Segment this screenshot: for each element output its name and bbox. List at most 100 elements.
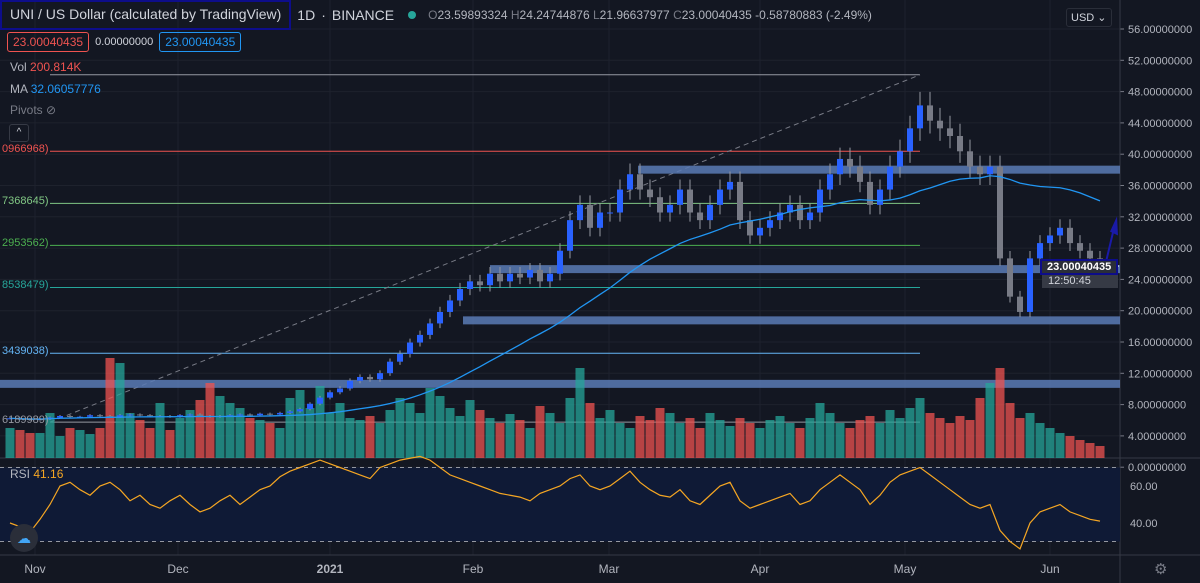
pivots-legend[interactable]: Pivots ⊘: [10, 103, 57, 117]
candle-body: [1017, 296, 1023, 312]
bar-countdown: 12:50:45: [1042, 275, 1118, 288]
volume-bar: [415, 413, 425, 458]
y-tick-label: 36.00000000: [1128, 181, 1192, 193]
volume-bar: [635, 416, 645, 458]
candle-body: [297, 409, 303, 412]
candle-body: [387, 361, 393, 374]
candle-body: [907, 128, 913, 152]
volume-bar: [365, 416, 375, 458]
volume-bar: [525, 428, 535, 458]
chevron-down-icon: ⌄: [1097, 12, 1107, 24]
candle-body: [467, 281, 473, 289]
volume-bar: [235, 408, 245, 458]
candle-body: [337, 388, 343, 393]
volume-bar: [195, 400, 205, 458]
currency-select[interactable]: USD ⌄: [1066, 8, 1112, 27]
candle-body: [567, 220, 573, 251]
volume-bar: [205, 383, 215, 458]
volume-bar: [955, 416, 965, 458]
spread: 0.00000000: [95, 36, 154, 48]
candle-body: [117, 415, 123, 417]
x-tick-label: Apr: [751, 562, 770, 576]
volume-bar: [385, 410, 395, 458]
volume-bar: [675, 423, 685, 458]
x-tick-label: 2021: [317, 562, 344, 576]
candle-body: [847, 158, 853, 167]
candle-body: [1007, 258, 1013, 297]
volume-bar: [85, 434, 95, 458]
candle-body: [1027, 258, 1033, 312]
candle-body: [877, 189, 883, 205]
volume-bar: [445, 408, 455, 458]
volume-bar: [585, 403, 595, 458]
y-tick-label: 12.00000000: [1128, 368, 1192, 380]
candle-body: [287, 411, 293, 413]
moving-average-line: [9, 175, 1101, 420]
candle-body: [557, 250, 563, 274]
volume-bar: [835, 423, 845, 458]
eye-hidden-icon[interactable]: ⊘: [46, 103, 57, 117]
volume-bar: [975, 398, 985, 458]
volume-bar: [155, 403, 165, 458]
candle-body: [257, 413, 263, 416]
volume-bar: [485, 418, 495, 458]
volume-bar: [55, 436, 65, 458]
buy-button[interactable]: 23.00040435: [159, 32, 242, 52]
candle-body: [347, 380, 353, 389]
volume-bar: [735, 418, 745, 458]
candle-body: [687, 189, 693, 213]
volume-bar: [965, 420, 975, 458]
volume-bar: [615, 423, 625, 458]
candle-body: [657, 197, 663, 213]
candle-body: [437, 311, 443, 324]
volume-bar: [995, 368, 1005, 458]
volume-bar: [825, 413, 835, 458]
collapse-legend-button[interactable]: ^: [9, 124, 29, 142]
candle-body: [617, 189, 623, 213]
volume-bar: [565, 398, 575, 458]
volume-bar: [1045, 428, 1055, 458]
candle-body: [367, 376, 373, 380]
ma-legend[interactable]: MA 32.06057776: [10, 82, 101, 96]
volume-bar: [895, 418, 905, 458]
interval[interactable]: 1D: [297, 7, 316, 23]
y-tick-label: 16.00000000: [1128, 337, 1192, 349]
candle-body: [477, 281, 483, 286]
rsi-legend[interactable]: RSI 41.16: [10, 467, 64, 481]
candle-body: [747, 220, 753, 236]
volume-bar: [795, 428, 805, 458]
volume-bar: [595, 418, 605, 458]
candle-body: [237, 414, 243, 416]
y-tick-label: 4.00000000: [1128, 431, 1186, 443]
volume-bar: [745, 423, 755, 458]
candle-body: [327, 392, 333, 398]
candle-body: [777, 212, 783, 221]
candle-body: [1077, 243, 1083, 251]
candle-body: [717, 189, 723, 205]
volume-bar: [1015, 418, 1025, 458]
candle-body: [587, 204, 593, 228]
candle-body: [487, 273, 493, 286]
sell-button[interactable]: 23.00040435: [7, 32, 90, 52]
fib-level-label: 7368645): [2, 195, 49, 208]
symbol-title[interactable]: UNI / US Dollar (calculated by TradingVi…: [0, 0, 292, 30]
candle-body: [397, 354, 403, 362]
candle-body: [767, 220, 773, 228]
arrow-head-icon: [1110, 216, 1118, 236]
candle-body: [757, 227, 763, 236]
volume-bar: [405, 403, 415, 458]
y-tick-label: 56.00000000: [1128, 24, 1192, 36]
candle-body: [497, 273, 503, 282]
x-tick-label: Jun: [1040, 562, 1059, 576]
candle-body: [857, 166, 863, 182]
volume-bar: [815, 403, 825, 458]
gear-icon[interactable]: ⚙: [1154, 561, 1168, 578]
tradingview-logo-icon[interactable]: ☁: [10, 524, 38, 552]
volume-bar: [475, 410, 485, 458]
candle-body: [637, 174, 643, 190]
volume-legend[interactable]: Vol 200.814K: [10, 60, 82, 74]
volume-bar: [305, 408, 315, 458]
candle-body: [247, 414, 253, 416]
volume-bar: [295, 390, 305, 458]
